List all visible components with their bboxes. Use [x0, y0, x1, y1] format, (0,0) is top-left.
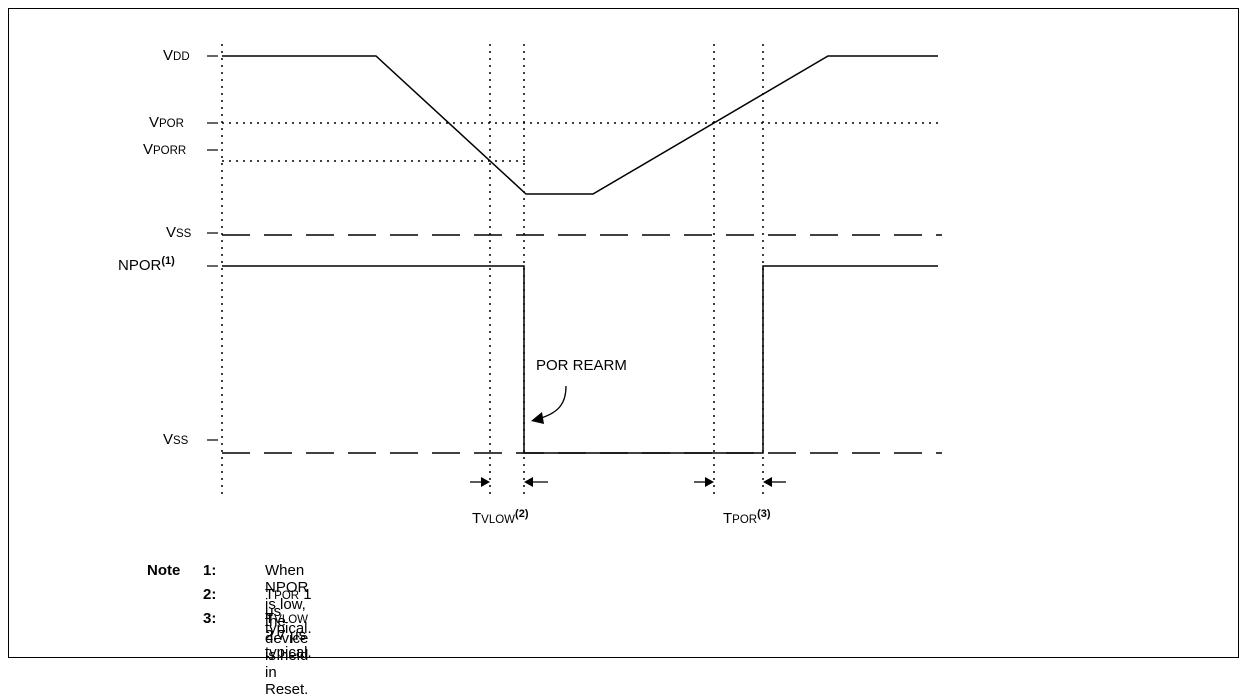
note-3-text: TVLOW 2.7 μs typical.	[265, 610, 312, 661]
tvlow-right-arrowhead	[524, 477, 533, 487]
vss-bottom-label: VSS	[163, 431, 189, 448]
tpor-label: TPOR(3)	[723, 508, 771, 527]
tvlow-left-arrowhead	[481, 477, 490, 487]
por-rearm-annotation: POR REARM	[536, 357, 627, 374]
npor-waveform	[222, 265, 938, 454]
vpor-label: VPOR	[149, 114, 184, 131]
notes-heading: Note	[147, 562, 181, 579]
vss-top-label: VSS	[166, 224, 192, 241]
tvlow-label: TVLOW(2)	[472, 508, 529, 527]
vporr-label: VPORR	[143, 141, 187, 158]
tpor-left-arrowhead	[705, 477, 714, 487]
timing-diagram	[207, 44, 942, 496]
note-2-number: 2:	[203, 586, 217, 603]
note-3-number: 3:	[203, 610, 217, 627]
note-2-text: TPOR 1 μs typical.	[265, 586, 312, 637]
note-1-number: 1:	[203, 562, 217, 579]
diagram-frame	[8, 8, 1239, 658]
vdd-label: VDD	[163, 47, 190, 64]
vdd-waveform	[222, 55, 938, 195]
tpor-right-arrowhead	[763, 477, 772, 487]
por-rearm-arrowhead	[531, 412, 544, 424]
npor-label: NPOR(1)	[118, 255, 175, 274]
por-rearm-arrow	[540, 385, 567, 419]
